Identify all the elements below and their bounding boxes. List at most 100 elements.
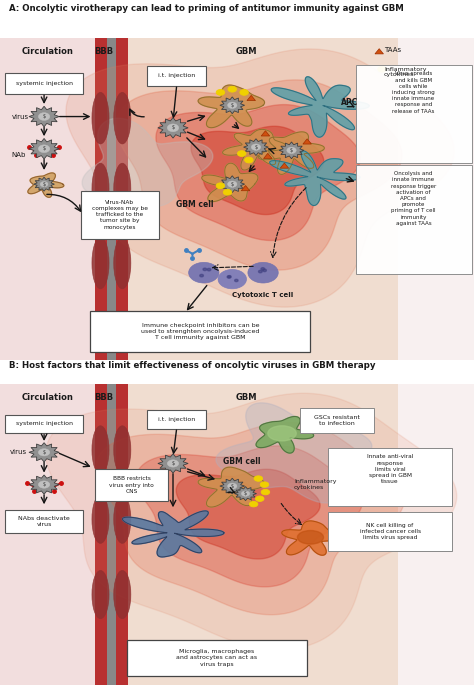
Circle shape [216,90,225,95]
Polygon shape [256,416,314,453]
Text: $\$$: $\$$ [42,179,46,188]
Circle shape [216,183,225,188]
Circle shape [223,189,232,195]
Ellipse shape [114,163,131,215]
Circle shape [254,476,263,482]
Text: $\$$: $\$$ [243,489,248,498]
FancyBboxPatch shape [328,512,452,551]
Circle shape [167,460,179,467]
Bar [128,38,398,360]
Circle shape [228,483,237,489]
Polygon shape [29,106,59,127]
FancyBboxPatch shape [95,469,168,501]
Polygon shape [198,85,264,127]
Polygon shape [303,139,311,144]
Ellipse shape [92,163,109,215]
Polygon shape [282,521,339,556]
Circle shape [38,449,50,456]
Polygon shape [176,469,320,559]
Text: NK cell killing of
infected cancer cells
limits virus spread: NK cell killing of infected cancer cells… [360,523,420,540]
Text: A: Oncolytic virotherapy can lead to priming of antitumor immunity against GBM: A: Oncolytic virotherapy can lead to pri… [9,4,404,13]
Ellipse shape [298,531,324,544]
Polygon shape [29,443,59,462]
Circle shape [248,262,278,283]
FancyBboxPatch shape [5,414,83,434]
Ellipse shape [114,571,131,619]
Polygon shape [191,126,324,214]
Ellipse shape [114,92,131,144]
Circle shape [249,501,258,507]
Text: Circulation: Circulation [21,47,73,56]
Text: NAbs deactivate
virus: NAbs deactivate virus [18,516,70,527]
FancyBboxPatch shape [328,449,452,506]
Circle shape [261,489,270,495]
Circle shape [241,491,250,496]
Text: Innate anti-viral
response
limits viral
spread in GBM
tissue: Innate anti-viral response limits viral … [367,454,413,484]
Text: Cytotoxic T cell: Cytotoxic T cell [232,292,294,298]
Circle shape [251,144,261,150]
Text: BBB restricts
virus entry into
CNS: BBB restricts virus entry into CNS [109,477,154,494]
Circle shape [40,182,48,187]
Circle shape [189,262,219,283]
FancyBboxPatch shape [356,65,472,163]
Circle shape [378,66,386,72]
FancyBboxPatch shape [356,165,472,274]
Text: BBB: BBB [95,47,114,56]
FancyBboxPatch shape [127,640,307,676]
Circle shape [228,275,231,278]
Bar [95,384,107,685]
Bar [0,38,95,360]
Polygon shape [223,129,286,170]
Text: TAAs: TAAs [384,47,401,53]
Polygon shape [280,163,289,169]
Text: GBM: GBM [236,393,257,401]
Circle shape [207,269,211,271]
Polygon shape [271,77,369,137]
Text: $\$$: $\$$ [42,112,46,121]
FancyBboxPatch shape [300,408,374,434]
Ellipse shape [92,426,109,474]
Text: Immune checkpoint inhibitors can be
used to strenghten oncolysis-induced
T cell : Immune checkpoint inhibitors can be used… [141,323,260,340]
Text: $\$$: $\$$ [230,482,235,490]
Text: $\$$: $\$$ [230,179,235,188]
FancyBboxPatch shape [147,410,206,429]
Circle shape [38,112,50,121]
Text: $\$$: $\$$ [171,459,175,468]
Polygon shape [29,475,59,494]
Polygon shape [261,131,270,136]
Polygon shape [29,138,59,159]
Ellipse shape [92,495,109,543]
Polygon shape [270,151,360,205]
Polygon shape [136,446,362,587]
Text: Virus spreads
and kills GBM
cells while
inducing strong
innate immune
response a: Virus spreads and kills GBM cells while … [392,71,435,114]
Circle shape [203,268,207,271]
Circle shape [263,269,266,272]
Ellipse shape [268,426,296,441]
Text: virus: virus [9,449,27,456]
Polygon shape [220,176,245,192]
Text: APC: APC [341,97,358,107]
Bar [128,384,398,685]
Text: Inflammatory
cytokines: Inflammatory cytokines [294,479,337,490]
Polygon shape [46,393,457,649]
Circle shape [228,181,237,188]
FancyBboxPatch shape [5,510,83,533]
Polygon shape [247,95,255,101]
Circle shape [228,102,237,108]
Text: GBM cell: GBM cell [175,200,213,209]
Circle shape [255,496,264,501]
Ellipse shape [92,571,109,619]
Text: $\$$: $\$$ [289,146,294,155]
Polygon shape [216,403,372,503]
Circle shape [235,279,238,282]
Circle shape [261,268,264,270]
Text: $\$$: $\$$ [42,448,46,457]
Text: Circulation: Circulation [21,393,73,401]
Polygon shape [220,478,245,494]
Text: $\$$: $\$$ [42,145,46,153]
Circle shape [218,269,246,289]
FancyBboxPatch shape [147,66,206,86]
Polygon shape [34,177,55,191]
Text: Oncolysis and
innate immune
response trigger
activation of
APCs and
promote
prim: Oncolysis and innate immune response tri… [391,171,436,226]
Polygon shape [244,139,268,155]
